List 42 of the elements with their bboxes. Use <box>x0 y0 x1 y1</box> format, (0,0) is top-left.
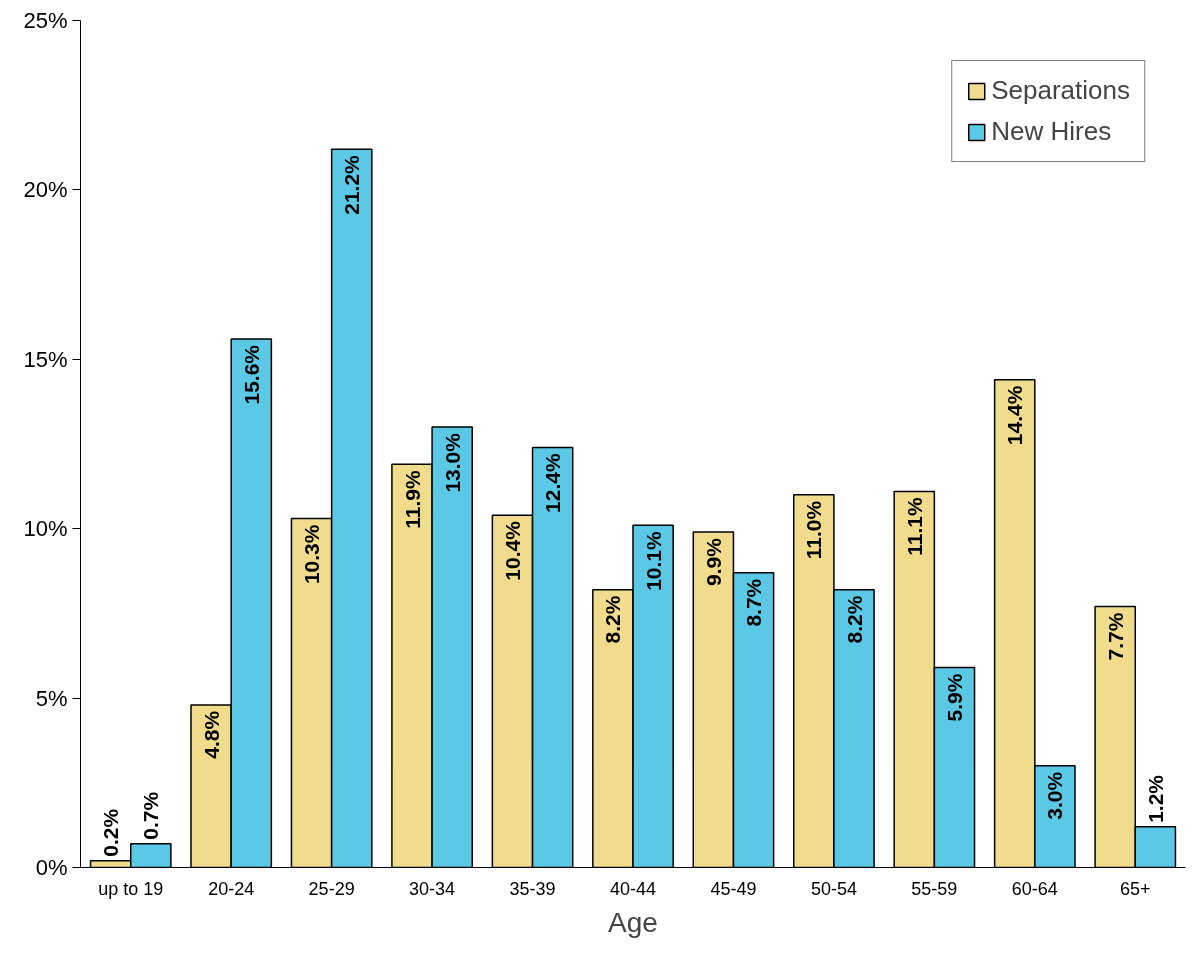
legend-label: Separations <box>991 75 1130 106</box>
data-label: 5.9% <box>942 673 966 722</box>
data-label: 15.6% <box>239 344 263 405</box>
x-tick-label: 60-64 <box>1011 878 1058 899</box>
data-label: 8.2% <box>842 595 866 644</box>
data-label: 14.4% <box>1003 385 1027 446</box>
x-tick-label: 25-29 <box>308 878 355 899</box>
data-label: 3.0% <box>1043 771 1067 820</box>
y-tick-label: 0% <box>35 855 68 880</box>
y-tick-label: 20% <box>23 177 68 203</box>
x-tick-label: 40-44 <box>609 878 657 899</box>
y-tick-label: 5% <box>35 685 68 711</box>
x-tick-label: 30-34 <box>409 878 456 899</box>
legend-label: New Hires <box>991 116 1112 147</box>
data-label: 7.7% <box>1103 612 1127 661</box>
y-tick-label: 10% <box>23 516 68 542</box>
data-label: 21.2% <box>340 154 364 215</box>
data-label: 11.0% <box>802 500 826 560</box>
data-label: 1.2% <box>1143 774 1167 823</box>
x-tick-label: up to 19 <box>98 878 164 899</box>
x-tick-label: 55-59 <box>911 878 958 899</box>
x-tick-label: 45-49 <box>710 878 757 899</box>
data-label: 13.0% <box>440 432 464 493</box>
data-label: 9.9% <box>701 537 725 586</box>
x-tick-label: 50-54 <box>810 878 857 899</box>
data-label: 8.7% <box>742 578 766 627</box>
x-tick-label: 35-39 <box>509 878 556 899</box>
data-label: 12.4% <box>541 453 565 513</box>
data-label: 0.7% <box>139 791 163 840</box>
data-label: 11.1% <box>902 497 926 556</box>
data-label: 0.2% <box>99 808 123 857</box>
y-tick-label: 25% <box>23 8 68 33</box>
data-label: 10.3% <box>300 524 324 585</box>
data-label: 10.1% <box>641 530 665 591</box>
data-label: 4.8% <box>199 710 223 759</box>
x-axis-title: Age <box>608 906 658 938</box>
x-tick-label: 65+ <box>1120 878 1151 899</box>
y-tick-label: 15% <box>23 346 68 372</box>
data-label: 8.2% <box>601 595 625 644</box>
x-tick-label: 20-24 <box>208 878 255 899</box>
data-label: 10.4% <box>500 520 524 581</box>
data-label: 11.9% <box>400 470 424 529</box>
